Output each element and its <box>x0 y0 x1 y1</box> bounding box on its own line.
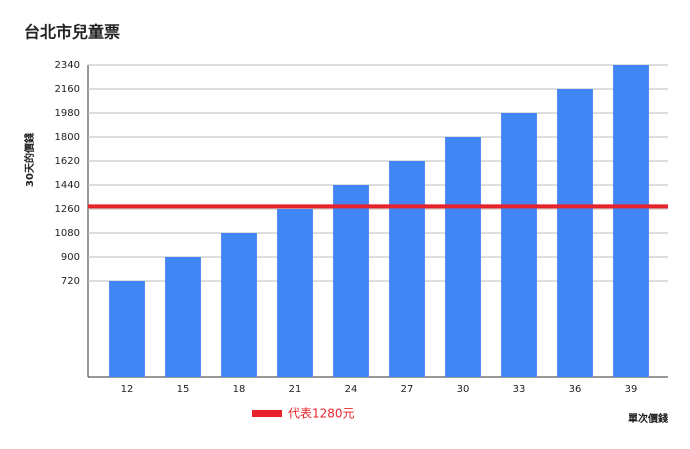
y-tick-label: 2340 <box>55 60 80 71</box>
bar <box>221 233 257 377</box>
y-tick-label: 720 <box>61 276 80 287</box>
bar <box>501 113 537 377</box>
y-tick-label: 1620 <box>55 156 80 167</box>
y-tick-label: 900 <box>61 252 80 263</box>
y-tick-label: 2160 <box>55 84 80 95</box>
y-tick-label: 1800 <box>55 132 80 143</box>
chart-title: 台北市兒童票 <box>24 23 120 42</box>
x-tick-label: 18 <box>233 384 246 395</box>
x-tick-label: 39 <box>625 384 638 395</box>
bar <box>557 89 593 377</box>
bar <box>389 161 425 377</box>
x-tick-label: 15 <box>177 384 190 395</box>
bar <box>333 185 369 377</box>
bar <box>613 65 649 377</box>
x-tick-label: 21 <box>289 384 302 395</box>
y-tick-label: 1080 <box>55 228 80 239</box>
bar <box>445 137 481 377</box>
x-tick-label: 12 <box>121 384 134 395</box>
x-tick-label: 33 <box>513 384 526 395</box>
y-tick-label: 1440 <box>55 180 80 191</box>
x-axis-label: 單次價錢 <box>628 412 668 425</box>
x-tick-label: 27 <box>401 384 414 395</box>
legend-swatch <box>252 410 282 417</box>
bar <box>277 209 313 377</box>
y-tick-label: 1980 <box>55 108 80 119</box>
x-tick-label: 24 <box>345 384 358 395</box>
bar <box>109 281 145 377</box>
y-tick-label: 1260 <box>55 204 80 215</box>
legend-label: 代表1280元 <box>288 407 355 421</box>
bar <box>165 257 201 377</box>
y-axis-label: 30天的價錢 <box>23 133 36 187</box>
x-tick-label: 36 <box>569 384 582 395</box>
x-tick-label: 30 <box>457 384 470 395</box>
